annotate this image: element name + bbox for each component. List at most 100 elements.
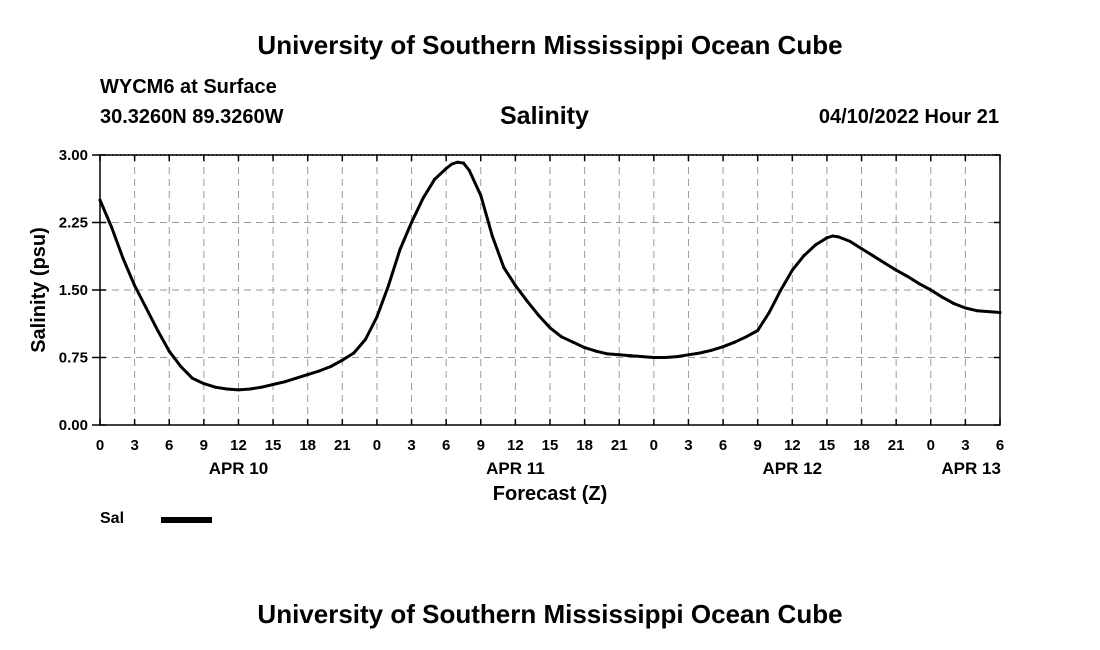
data-point xyxy=(675,355,679,359)
x-tick-label: 3 xyxy=(961,437,969,454)
x-tick-label: 15 xyxy=(542,437,559,454)
x-tick-label: 3 xyxy=(407,437,415,454)
data-point xyxy=(790,268,794,272)
salinity-chart: 0 3 6 9 12 15 18 21 0 3 6 9 12 15 18 21 0 3 6 9 12 15 18 21 0 3 6 0… xyxy=(28,147,1004,505)
data-point xyxy=(906,275,910,278)
data-point xyxy=(317,369,321,373)
series-layer xyxy=(98,160,1002,392)
data-point xyxy=(963,306,967,310)
x-tick-label: 21 xyxy=(888,437,905,454)
data-point xyxy=(687,353,690,357)
footer-title: University of Southern Mississippi Ocean… xyxy=(257,599,843,629)
date-label: APR 10 xyxy=(209,459,269,478)
data-point xyxy=(433,177,437,181)
chart-title: Salinity xyxy=(500,102,589,130)
series-line-sal xyxy=(98,160,1002,392)
x-tick-label: 21 xyxy=(611,437,628,454)
data-point xyxy=(156,329,160,332)
x-tick-label: 3 xyxy=(130,437,138,454)
data-point xyxy=(450,162,454,166)
y-tick-label: 0.00 xyxy=(59,417,88,434)
data-point xyxy=(237,388,240,392)
data-point xyxy=(721,345,725,349)
x-tick-label: 9 xyxy=(200,437,208,454)
data-point xyxy=(213,385,217,389)
data-point xyxy=(779,288,783,292)
data-point xyxy=(756,329,760,332)
data-point xyxy=(167,349,171,353)
x-tick-label: 18 xyxy=(576,437,593,454)
x-tick-label: 18 xyxy=(853,437,870,454)
data-point xyxy=(894,268,898,272)
data-point xyxy=(537,313,540,317)
grid-lines xyxy=(100,155,1000,425)
x-tick-label: 12 xyxy=(784,437,801,454)
x-tick-label: 12 xyxy=(507,437,524,454)
main-title: University of Southern Mississippi Ocean… xyxy=(257,30,843,60)
data-point xyxy=(202,382,206,386)
data-point xyxy=(98,198,102,202)
data-point xyxy=(306,373,310,377)
data-point xyxy=(663,356,667,359)
data-point xyxy=(998,311,1002,314)
data-point xyxy=(375,315,379,319)
y-axis-label: Salinity (psu) xyxy=(28,227,50,353)
x-tick-label: 12 xyxy=(230,437,247,454)
data-point xyxy=(340,358,344,362)
data-point xyxy=(410,221,413,224)
data-point xyxy=(352,351,356,355)
station-name: WYCM6 at Surface xyxy=(100,76,277,98)
x-tick-label: 0 xyxy=(650,437,658,454)
data-point xyxy=(987,310,990,314)
data-point xyxy=(444,167,448,170)
x-tick-label: 6 xyxy=(719,437,727,454)
forecast-datetime: 04/10/2022 Hour 21 xyxy=(818,106,999,128)
station-coordinates: 30.3260N 89.3260W xyxy=(100,106,284,128)
data-point xyxy=(271,383,275,386)
data-point xyxy=(975,309,979,313)
x-tick-label: 6 xyxy=(442,437,450,454)
data-point xyxy=(110,225,113,229)
data-point xyxy=(479,194,483,197)
data-point xyxy=(710,348,713,352)
x-tick-label: 6 xyxy=(996,437,1004,454)
data-point xyxy=(813,243,817,247)
data-point xyxy=(583,346,587,350)
data-point xyxy=(871,254,875,258)
x-tick-label: 15 xyxy=(819,437,836,454)
data-point xyxy=(121,257,125,260)
data-point xyxy=(571,340,575,344)
x-tick-label: 0 xyxy=(373,437,381,454)
data-point xyxy=(525,299,529,303)
data-point xyxy=(802,254,806,258)
data-point xyxy=(283,380,287,384)
y-tick-label: 0.75 xyxy=(59,350,88,367)
data-point xyxy=(640,355,644,359)
data-point xyxy=(767,311,771,314)
data-point xyxy=(225,387,229,391)
x-tick-label: 9 xyxy=(754,437,762,454)
x-tick-label: 18 xyxy=(299,437,316,454)
x-tick-label: 15 xyxy=(265,437,282,454)
data-point xyxy=(133,284,137,287)
x-tick-label: 3 xyxy=(684,437,692,454)
data-point xyxy=(929,288,933,292)
data-point xyxy=(940,295,944,299)
data-point xyxy=(848,239,852,243)
data-point xyxy=(594,349,598,353)
data-point xyxy=(467,168,471,172)
legend-label: Sal xyxy=(100,510,125,527)
data-point xyxy=(456,160,460,164)
x-tick-label: 9 xyxy=(477,437,485,454)
data-point xyxy=(248,387,252,391)
data-point xyxy=(744,335,748,339)
data-point xyxy=(548,326,552,330)
x-axis-label: Forecast (Z) xyxy=(493,483,607,505)
legend-line-swatch xyxy=(161,517,212,523)
data-point xyxy=(387,284,390,287)
y-tick-label: 3.00 xyxy=(59,147,88,164)
y-tick-label: 2.25 xyxy=(59,215,88,232)
data-point xyxy=(652,356,656,359)
tick-labels: 0 3 6 9 12 15 18 21 0 3 6 9 12 15 18 21 0 3 6 9 12 15 18 21 0 3 6 0… xyxy=(59,147,1004,478)
data-point xyxy=(698,351,702,355)
